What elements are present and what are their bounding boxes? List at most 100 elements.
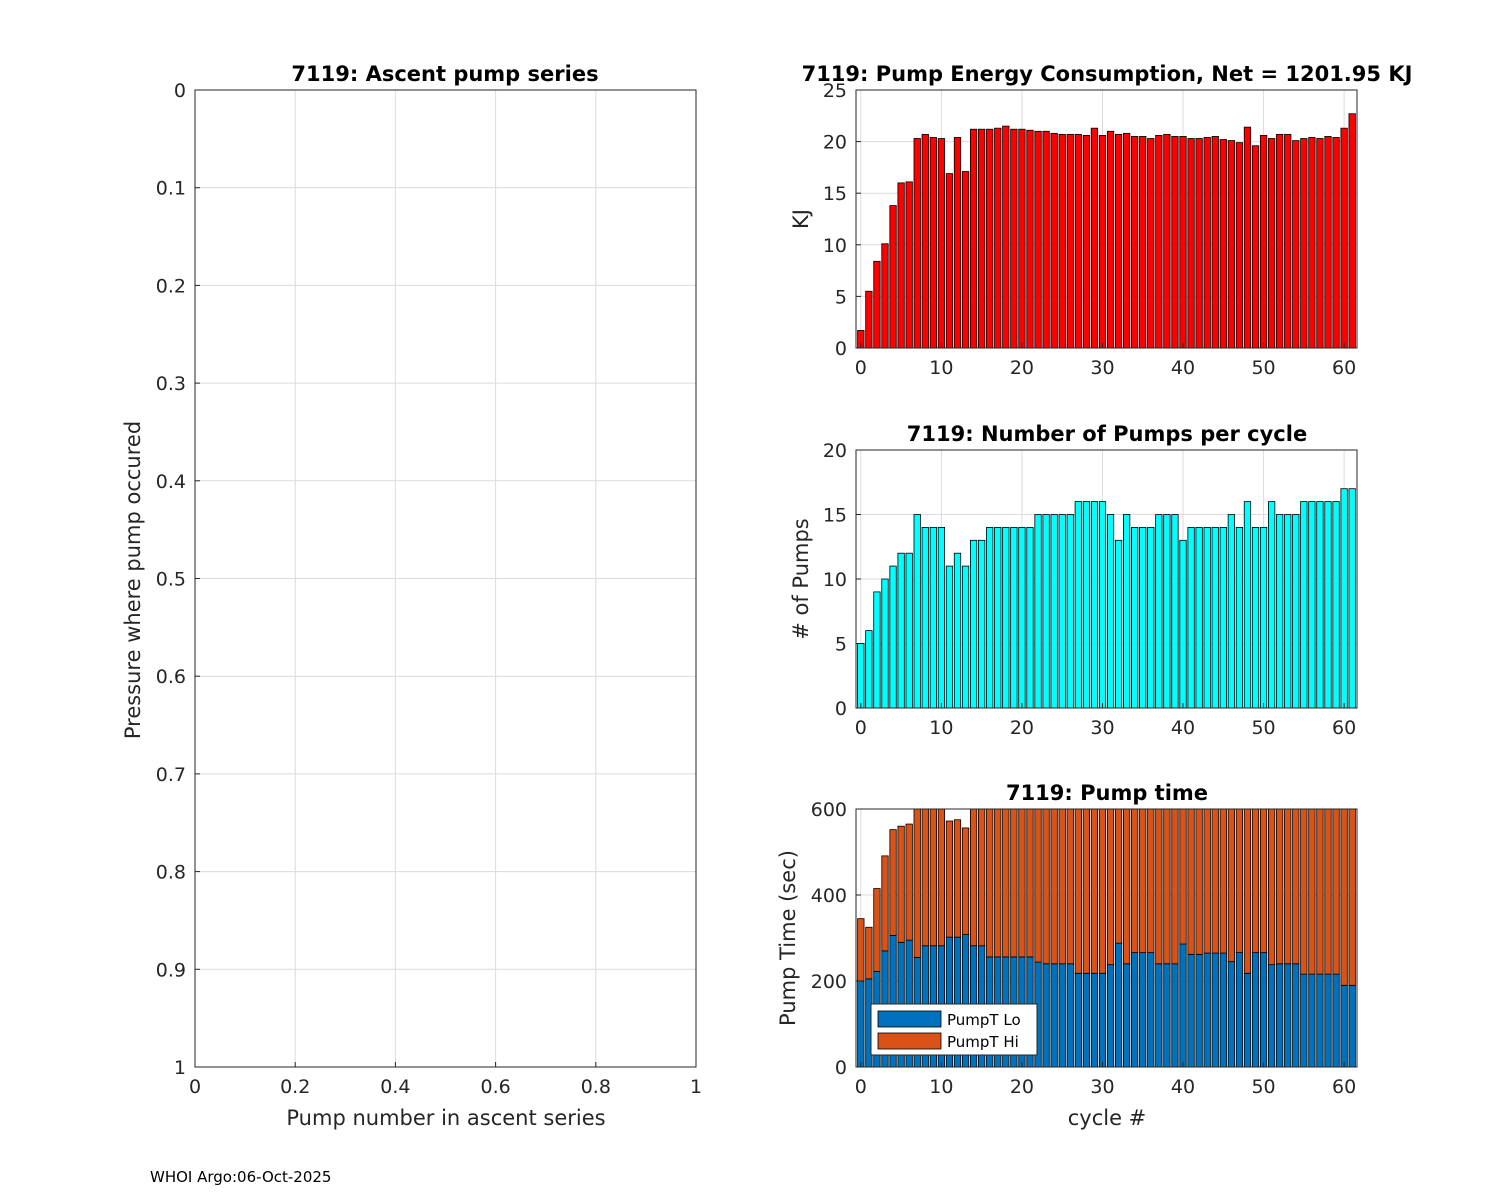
pumps-bar <box>1139 527 1147 709</box>
pumptime-bar-hi <box>961 827 970 935</box>
pumps-bar <box>873 591 881 709</box>
energy-bar <box>1163 133 1171 349</box>
pumptime-bar-hi <box>1284 808 1292 965</box>
pumptime-bar-lo <box>1316 973 1324 1068</box>
energy-ytick-label: 10 <box>823 235 847 257</box>
ascent-xlabel: Pump number in ascent series <box>286 1106 605 1130</box>
pumptime-xlabel: cycle # <box>1068 1106 1147 1130</box>
pumptime-ytick-label: 200 <box>811 971 847 993</box>
energy-bar <box>953 137 962 349</box>
energy-bar <box>1332 137 1340 349</box>
pumptime-bar-lo <box>1276 963 1284 1068</box>
pumps-bar <box>1002 527 1010 709</box>
pumptime-bar-hi <box>1042 808 1050 965</box>
pumptime-bar-hi <box>865 926 873 980</box>
pumps-bar <box>1018 527 1026 709</box>
pumptime-bar-hi <box>1171 808 1179 965</box>
pumptime-bar-lo <box>1308 973 1316 1068</box>
pumptime-bar-lo <box>1123 963 1131 1068</box>
energy-bar <box>1034 130 1042 349</box>
pumps-bar <box>1243 501 1252 709</box>
energy-bar <box>1106 130 1115 349</box>
energy-title: 7119: Pump Energy Consumption, Net = 120… <box>802 62 1413 86</box>
pumptime-bar-hi <box>1131 808 1139 954</box>
energy-bar <box>905 181 913 349</box>
pumptime-xtick-label: 10 <box>929 1076 953 1098</box>
energy-bar <box>881 243 889 349</box>
pumptime-bar-lo <box>1227 961 1235 1068</box>
energy-bar <box>1171 136 1179 349</box>
energy-xtick-label: 40 <box>1171 357 1195 379</box>
pumps-bar <box>1074 501 1082 709</box>
pumps-bar <box>1259 527 1268 709</box>
pumps-bar <box>1284 514 1292 709</box>
energy-bar <box>1090 127 1099 349</box>
ascent-axes: 0 0.2 0.4 0.6 0.8 100.10.20.30.40.50.60.70.80… <box>121 62 702 1130</box>
pumptime-bar-hi <box>1308 808 1316 975</box>
energy-bar <box>1066 133 1074 349</box>
pumptime-bar-lo <box>1300 973 1308 1068</box>
pumptime-bar-hi <box>921 808 929 947</box>
ascent-ytick-label: 0.6 <box>156 666 186 688</box>
pumptime-bar-hi <box>1163 808 1171 965</box>
pumptime-bar-lo <box>1042 963 1050 1068</box>
pumptime-bar-hi <box>1211 808 1219 954</box>
pumps-bar <box>889 565 897 709</box>
pumps-bar <box>1090 501 1099 709</box>
pumptime-xtick-label: 60 <box>1332 1076 1356 1098</box>
pumptime-bar-hi <box>1058 808 1066 965</box>
pumps-xtick-label: 50 <box>1251 717 1275 739</box>
pumptime-bar-hi <box>1114 808 1123 944</box>
pumps-bar <box>905 552 913 709</box>
legend: PumpT Lo PumpT Hi <box>870 1003 1038 1056</box>
pumptime-bar-hi <box>1195 808 1203 955</box>
pumps-bar <box>1171 514 1179 709</box>
energy-bar <box>945 173 954 349</box>
pumptime-bar-hi <box>937 808 946 947</box>
energy-bar <box>1284 133 1292 349</box>
energy-bar <box>1074 133 1082 349</box>
pumps-bar <box>1324 501 1332 709</box>
pumps-ytick-label: 0 <box>835 698 847 720</box>
energy-bar <box>1155 135 1163 349</box>
legend-label-hi: PumpT Hi <box>947 1033 1019 1051</box>
pumptime-bar-hi <box>1074 808 1082 974</box>
energy-bar <box>1098 135 1107 349</box>
pumptime-bar-lo <box>1066 963 1074 1068</box>
energy-bar <box>873 260 881 349</box>
energy-bar <box>1050 132 1058 349</box>
pumptime-bar-lo <box>1179 943 1187 1068</box>
pumptime-bar-lo <box>1267 964 1276 1068</box>
pumptime-bar-hi <box>1251 808 1260 954</box>
pumptime-ytick-label: 0 <box>835 1057 847 1079</box>
pumps-xtick-label: 60 <box>1332 717 1356 739</box>
pumps-bar <box>969 539 978 709</box>
energy-bar <box>1276 133 1284 349</box>
energy-bar <box>1018 128 1026 349</box>
pumptime-bar-hi <box>1259 808 1268 954</box>
pumptime-ytick-label: 400 <box>811 885 847 907</box>
pumptime-bar-lo <box>1187 953 1195 1068</box>
pumptime-bar-hi <box>1018 808 1026 958</box>
pumptime-bar-hi <box>1324 808 1332 975</box>
pumps-bar <box>1211 527 1219 709</box>
pumptime-bar-lo <box>1340 984 1348 1068</box>
ascent-ytick-label: 0.2 <box>156 275 186 297</box>
energy-bar <box>1082 135 1090 349</box>
ascent-xtick-label: 0.2 <box>280 1076 310 1098</box>
pumptime-bar-lo <box>1163 963 1171 1068</box>
footer-text: WHOI Argo:06-Oct-2025 <box>150 1168 331 1186</box>
ascent-title: 7119: Ascent pump series <box>291 62 598 86</box>
ascent-xtick-label: 0.4 <box>380 1076 410 1098</box>
pumptime-ytick-label: 600 <box>811 799 847 821</box>
pumps-xtick-label: 10 <box>929 717 953 739</box>
pumptime-bar-lo <box>857 980 865 1068</box>
ascent-ytick-label: 0 <box>174 80 186 102</box>
pumptime-bar-hi <box>1010 808 1018 958</box>
energy-bar <box>913 138 921 349</box>
pumptime-bar-hi <box>905 823 913 941</box>
energy-bar <box>1243 126 1252 349</box>
pumptime-bar-lo <box>1332 973 1340 1068</box>
pumptime-xtick-label: 40 <box>1171 1076 1195 1098</box>
pumptime-bar-hi <box>1026 808 1034 958</box>
